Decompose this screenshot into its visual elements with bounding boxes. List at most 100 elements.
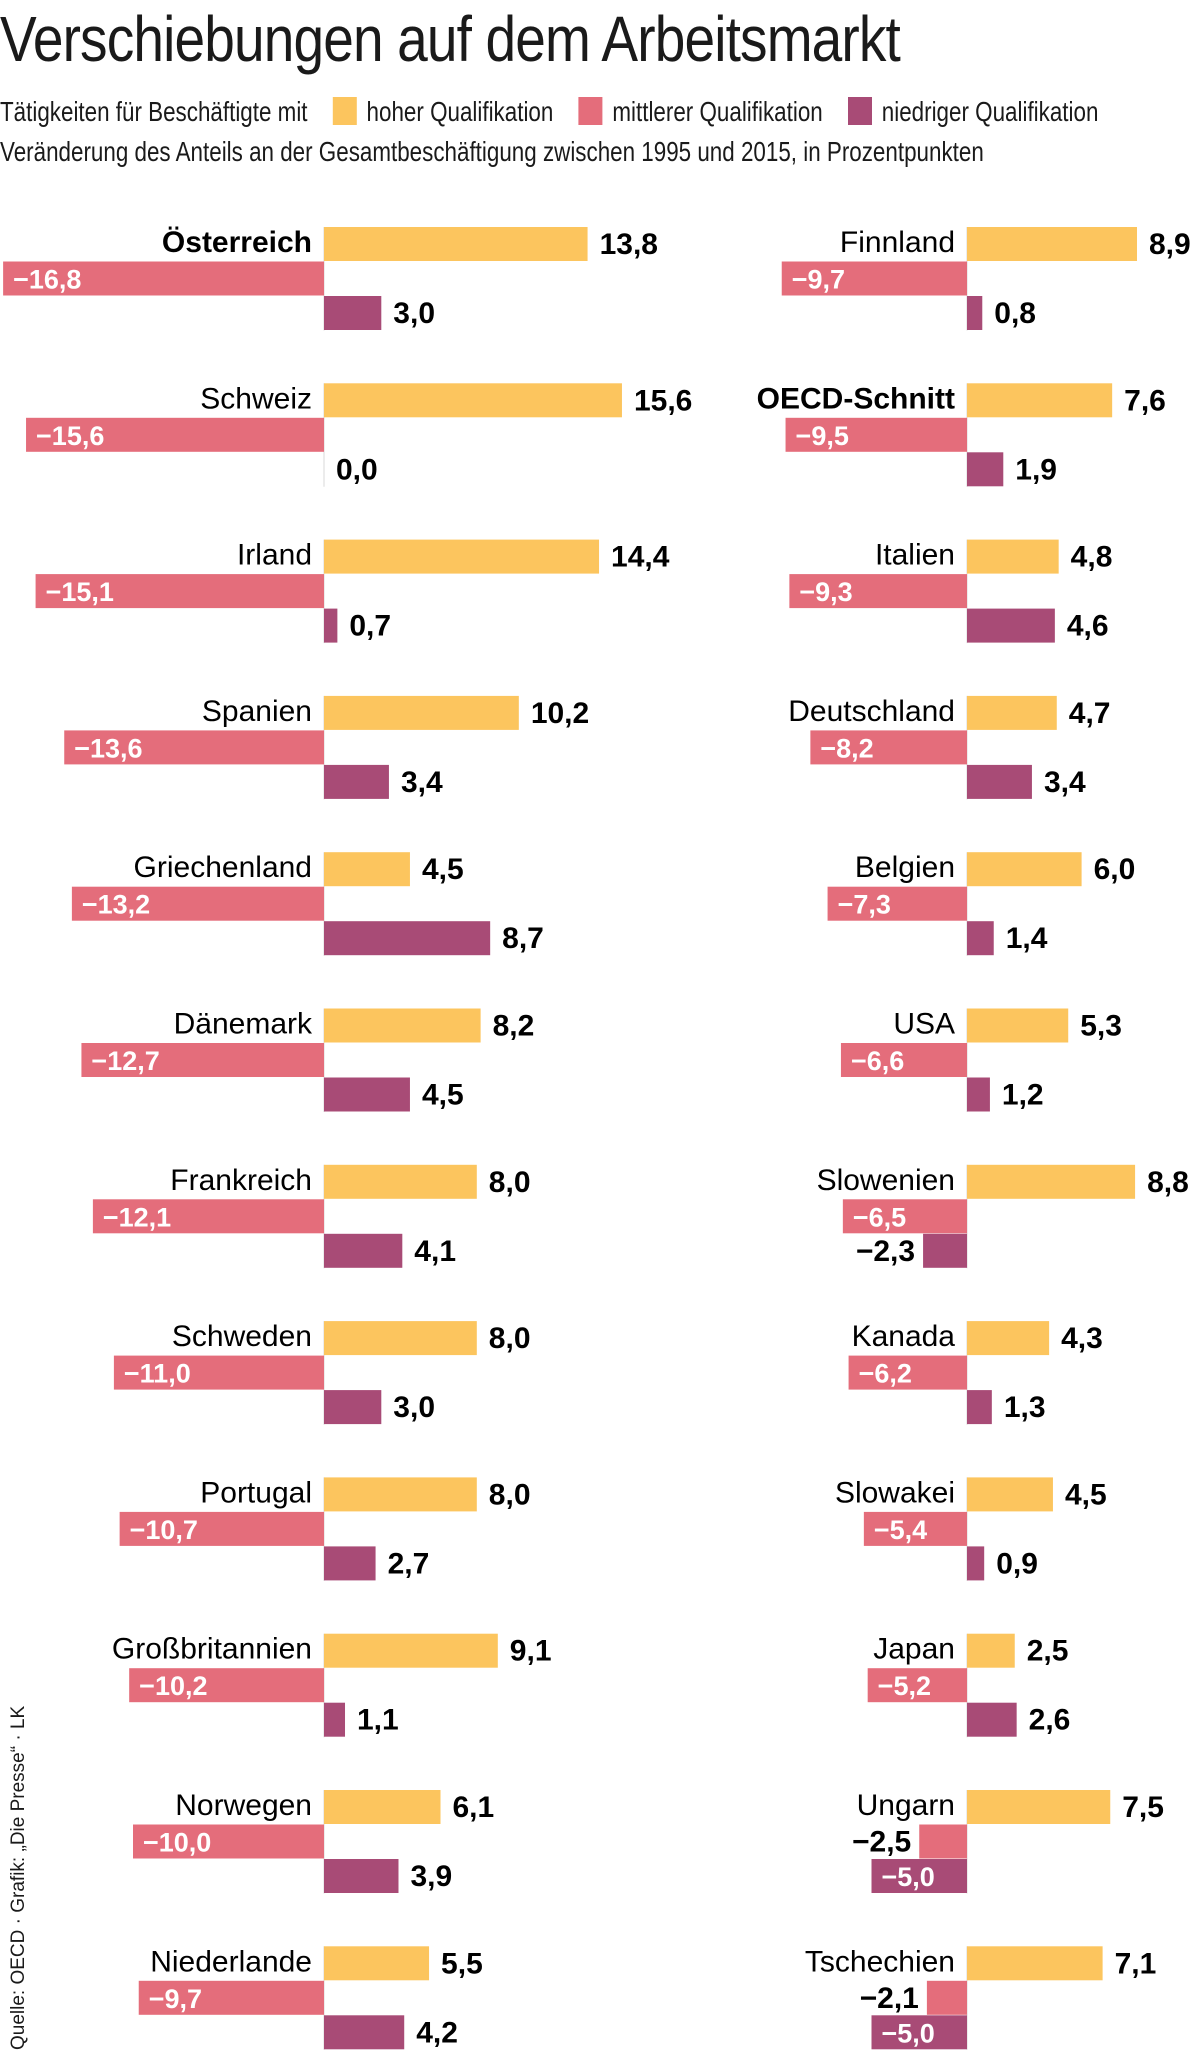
bar-slowenien-medium [842, 1199, 967, 1234]
bar-schweiz-medium [26, 417, 324, 452]
bar-portugal-low [324, 1546, 376, 1581]
value-label: 3,0 [393, 1391, 435, 1424]
value-label: −11,0 [124, 1359, 191, 1389]
country-label: Japan [873, 1633, 955, 1666]
bar-osterreich-low [324, 296, 382, 330]
country-label: Finnland [840, 226, 955, 259]
value-label: −12,7 [91, 1046, 159, 1076]
country-label: Österreich [162, 226, 312, 259]
bar-tschechien-medium [926, 1980, 967, 2015]
bar-frankreich-high [324, 1164, 477, 1199]
bar-schweden-high [324, 1321, 477, 1356]
bar-norwegen-low [324, 1859, 399, 1893]
value-label: −2,1 [860, 1982, 919, 2015]
value-label: 1,2 [1002, 1079, 1044, 1112]
country-label: Irland [237, 539, 312, 572]
country-label: Griechenland [134, 851, 312, 884]
value-label: −6,5 [853, 1202, 906, 1232]
country-label: USA [893, 1008, 955, 1041]
value-label: 3,9 [410, 1860, 452, 1893]
country-label: Belgien [855, 851, 955, 884]
value-label: 5,5 [441, 1947, 483, 1980]
bar-osterreich-high [324, 227, 588, 261]
country-label: Slowakei [835, 1476, 955, 1509]
bar-portugal-high [324, 1477, 477, 1512]
chart-subtitle: Veränderung des Anteils an der Gesamtbes… [0, 136, 984, 167]
bar-slowenien-high [967, 1164, 1136, 1199]
value-label: 8,8 [1147, 1166, 1189, 1199]
value-label: 4,3 [1061, 1322, 1103, 1355]
value-label: 15,6 [634, 384, 692, 417]
value-label: 9,1 [510, 1635, 552, 1668]
bar-finnland-medium [781, 261, 967, 296]
value-label: 10,2 [531, 697, 589, 730]
bar-usa-high [967, 1008, 1069, 1043]
value-label: 0,9 [996, 1547, 1038, 1580]
bar-grossbritannien-low [324, 1702, 346, 1737]
value-label: 4,6 [1067, 610, 1109, 643]
value-label: 7,5 [1122, 1791, 1164, 1824]
value-label: 8,2 [493, 1010, 535, 1043]
value-label: 4,2 [416, 2016, 458, 2049]
value-label: 7,6 [1124, 384, 1166, 417]
bar-grossbritannien-medium [129, 1668, 324, 1703]
value-label: 1,3 [1004, 1391, 1046, 1424]
bar-spanien-high [324, 695, 519, 730]
bar-oecd-schnitt-low [967, 452, 1004, 487]
value-label: −12,1 [103, 1202, 171, 1232]
value-label: −15,6 [36, 421, 104, 451]
value-label: −9,7 [149, 1984, 202, 2014]
country-label: Italien [875, 539, 955, 572]
bar-usa-medium [840, 1043, 967, 1077]
bar-danemark-low [324, 1077, 410, 1112]
bar-japan-medium [867, 1668, 967, 1703]
value-label: 3,4 [1044, 766, 1086, 799]
bar-niederlande-high [324, 1946, 430, 1981]
value-label: 1,4 [1006, 922, 1048, 955]
value-label: 3,4 [401, 766, 443, 799]
bar-ungarn-medium [919, 1824, 967, 1859]
legend: Tätigkeiten für Beschäftigte mit hoher Q… [0, 92, 1098, 132]
bar-kanada-medium [848, 1355, 967, 1390]
country-label: Spanien [202, 695, 312, 728]
value-label: −15,1 [46, 577, 114, 607]
value-label: −9,3 [799, 577, 852, 607]
value-label: 8,0 [489, 1478, 531, 1511]
legend-label-medium: mittlerer Qualifikation [612, 96, 823, 127]
bar-irland-high [324, 539, 600, 574]
bar-frankreich-medium [92, 1199, 324, 1234]
value-label: 3,0 [393, 297, 435, 330]
country-label: Norwegen [175, 1789, 312, 1822]
value-label: 5,3 [1080, 1010, 1122, 1043]
value-label: −13,6 [74, 733, 142, 763]
value-label: 4,5 [422, 853, 464, 886]
bar-griechenland-low [324, 921, 491, 956]
bar-schweiz-high [324, 383, 622, 418]
bar-japan-high [967, 1633, 1015, 1668]
value-label: 2,6 [1029, 1704, 1071, 1737]
bar-spanien-medium [64, 730, 325, 765]
legend-swatch-low [848, 97, 873, 125]
value-label: 1,9 [1015, 453, 1057, 486]
value-label: −5,2 [878, 1671, 931, 1701]
bar-belgien-medium [827, 886, 967, 921]
value-label: −6,2 [859, 1359, 912, 1389]
country-label: Slowenien [817, 1164, 955, 1197]
value-label: 7,1 [1115, 1947, 1157, 1980]
bar-slowakei-low [967, 1546, 985, 1581]
bar-italien-high [967, 539, 1059, 574]
value-label: 0,0 [336, 453, 378, 486]
value-label: −10,2 [139, 1671, 207, 1701]
country-label: Schweiz [200, 382, 312, 415]
bar-deutschland-high [967, 695, 1057, 730]
bar-slowakei-high [967, 1477, 1053, 1512]
country-label: Niederlande [150, 1945, 312, 1978]
bar-oecd-schnitt-high [967, 383, 1113, 418]
bar-danemark-high [324, 1008, 481, 1043]
bar-norwegen-high [324, 1790, 441, 1824]
bar-belgien-low [967, 921, 994, 956]
value-label: 8,0 [489, 1322, 531, 1355]
bar-deutschland-medium [810, 730, 967, 765]
bar-griechenland-high [324, 852, 410, 887]
